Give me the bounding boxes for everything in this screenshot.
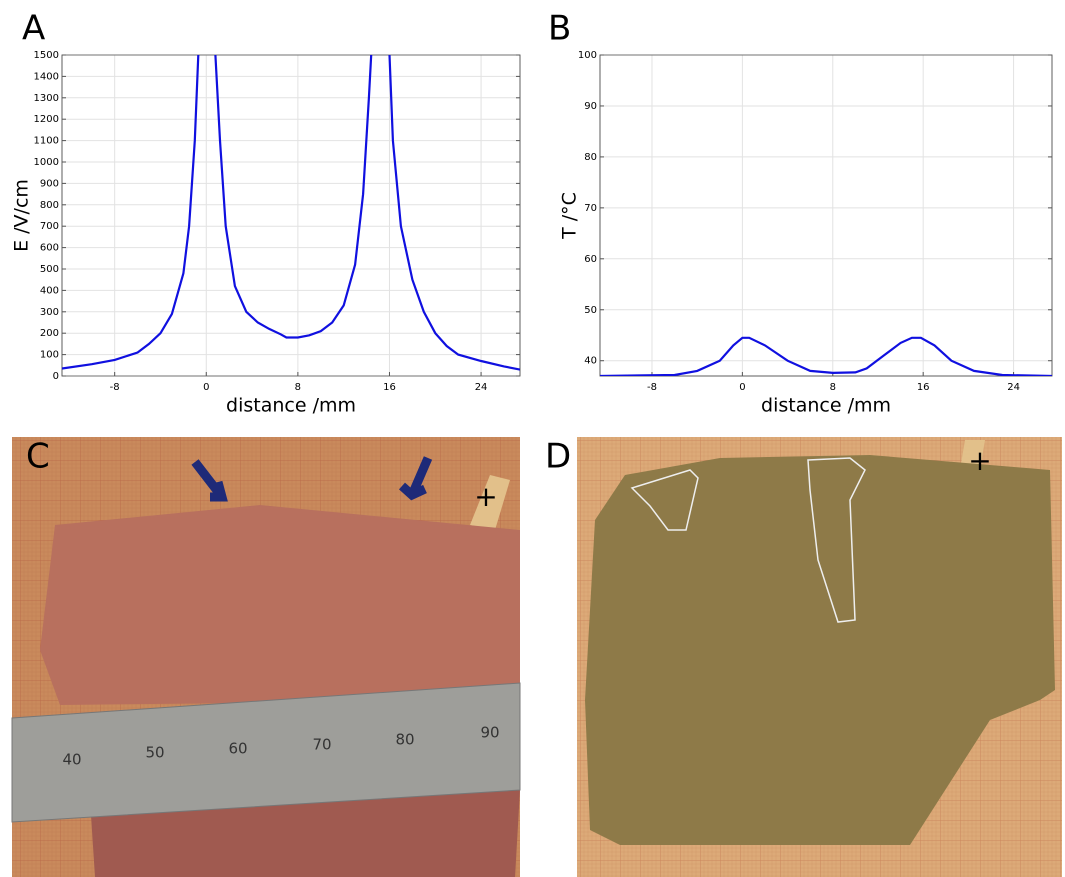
plot-frame xyxy=(599,54,1053,377)
plot-frame xyxy=(61,54,521,377)
panel-label: B xyxy=(548,9,571,49)
x-tick-label: 0 xyxy=(203,382,209,393)
y-tick-label: 700 xyxy=(40,221,59,232)
panel-label: A xyxy=(22,9,45,49)
y-tick-label: 300 xyxy=(40,307,59,318)
y-axis-label: E /V/cm xyxy=(11,179,33,252)
ruler-label: 80 xyxy=(395,731,414,749)
panel-label: C xyxy=(26,437,50,477)
electrode xyxy=(960,440,985,470)
x-tick-label: -8 xyxy=(110,382,120,393)
y-tick-label: 1400 xyxy=(34,71,59,82)
ruler-label: 60 xyxy=(228,740,247,758)
ruler-label: 40 xyxy=(62,751,81,769)
x-axis-label: distance /mm xyxy=(226,395,356,417)
y-tick-label: 1300 xyxy=(34,93,59,104)
outline xyxy=(807,457,866,623)
x-axis-label: distance /mm xyxy=(761,395,891,417)
panel-label: D xyxy=(545,437,571,477)
y-axis-label: T /°C xyxy=(559,192,581,240)
ruler-label: 50 xyxy=(145,744,164,762)
x-tick-label: 8 xyxy=(830,382,836,393)
y-tick-label: 900 xyxy=(40,178,59,189)
ruler-label: 90 xyxy=(480,724,499,742)
y-tick-label: 1100 xyxy=(34,136,59,147)
data-line xyxy=(62,55,520,371)
plot-area xyxy=(599,54,1053,377)
x-tick-label: -8 xyxy=(647,382,657,393)
tissue xyxy=(40,505,520,705)
y-tick-label: 50 xyxy=(584,305,597,316)
y-tick-label: 100 xyxy=(40,350,59,361)
photo-c: + xyxy=(11,437,521,877)
y-tick-label: 70 xyxy=(584,203,597,214)
y-tick-label: 500 xyxy=(40,264,59,275)
ruler xyxy=(11,682,521,823)
y-tick-label: 800 xyxy=(40,200,59,211)
y-tick-label: 40 xyxy=(584,356,597,367)
x-tick-label: 16 xyxy=(917,382,930,393)
y-tick-label: 90 xyxy=(584,101,597,112)
arrow xyxy=(191,459,228,502)
electrode xyxy=(470,475,510,530)
marker: + xyxy=(474,480,497,513)
y-tick-label: 0 xyxy=(53,371,59,382)
x-tick-label: 24 xyxy=(475,382,488,393)
x-tick-label: 8 xyxy=(295,382,301,393)
y-tick-label: 60 xyxy=(584,254,597,265)
x-tick-label: 16 xyxy=(383,382,396,393)
data-line xyxy=(600,336,1052,376)
x-tick-label: 0 xyxy=(739,382,745,393)
marker: + xyxy=(968,444,991,477)
y-tick-label: 200 xyxy=(40,328,59,339)
x-tick-label: 24 xyxy=(1007,382,1020,393)
y-tick-label: 100 xyxy=(578,50,597,61)
y-tick-label: 400 xyxy=(40,285,59,296)
y-tick-label: 80 xyxy=(584,152,597,163)
tissue xyxy=(585,455,1055,845)
plot-area xyxy=(61,54,521,377)
y-tick-label: 600 xyxy=(40,243,59,254)
photo-d: + xyxy=(577,437,1062,877)
arrow xyxy=(398,456,433,501)
outline xyxy=(630,469,699,531)
ruler-label: 70 xyxy=(312,736,331,754)
y-tick-label: 1500 xyxy=(34,50,59,61)
y-tick-label: 1000 xyxy=(34,157,59,168)
y-tick-label: 1200 xyxy=(34,114,59,125)
